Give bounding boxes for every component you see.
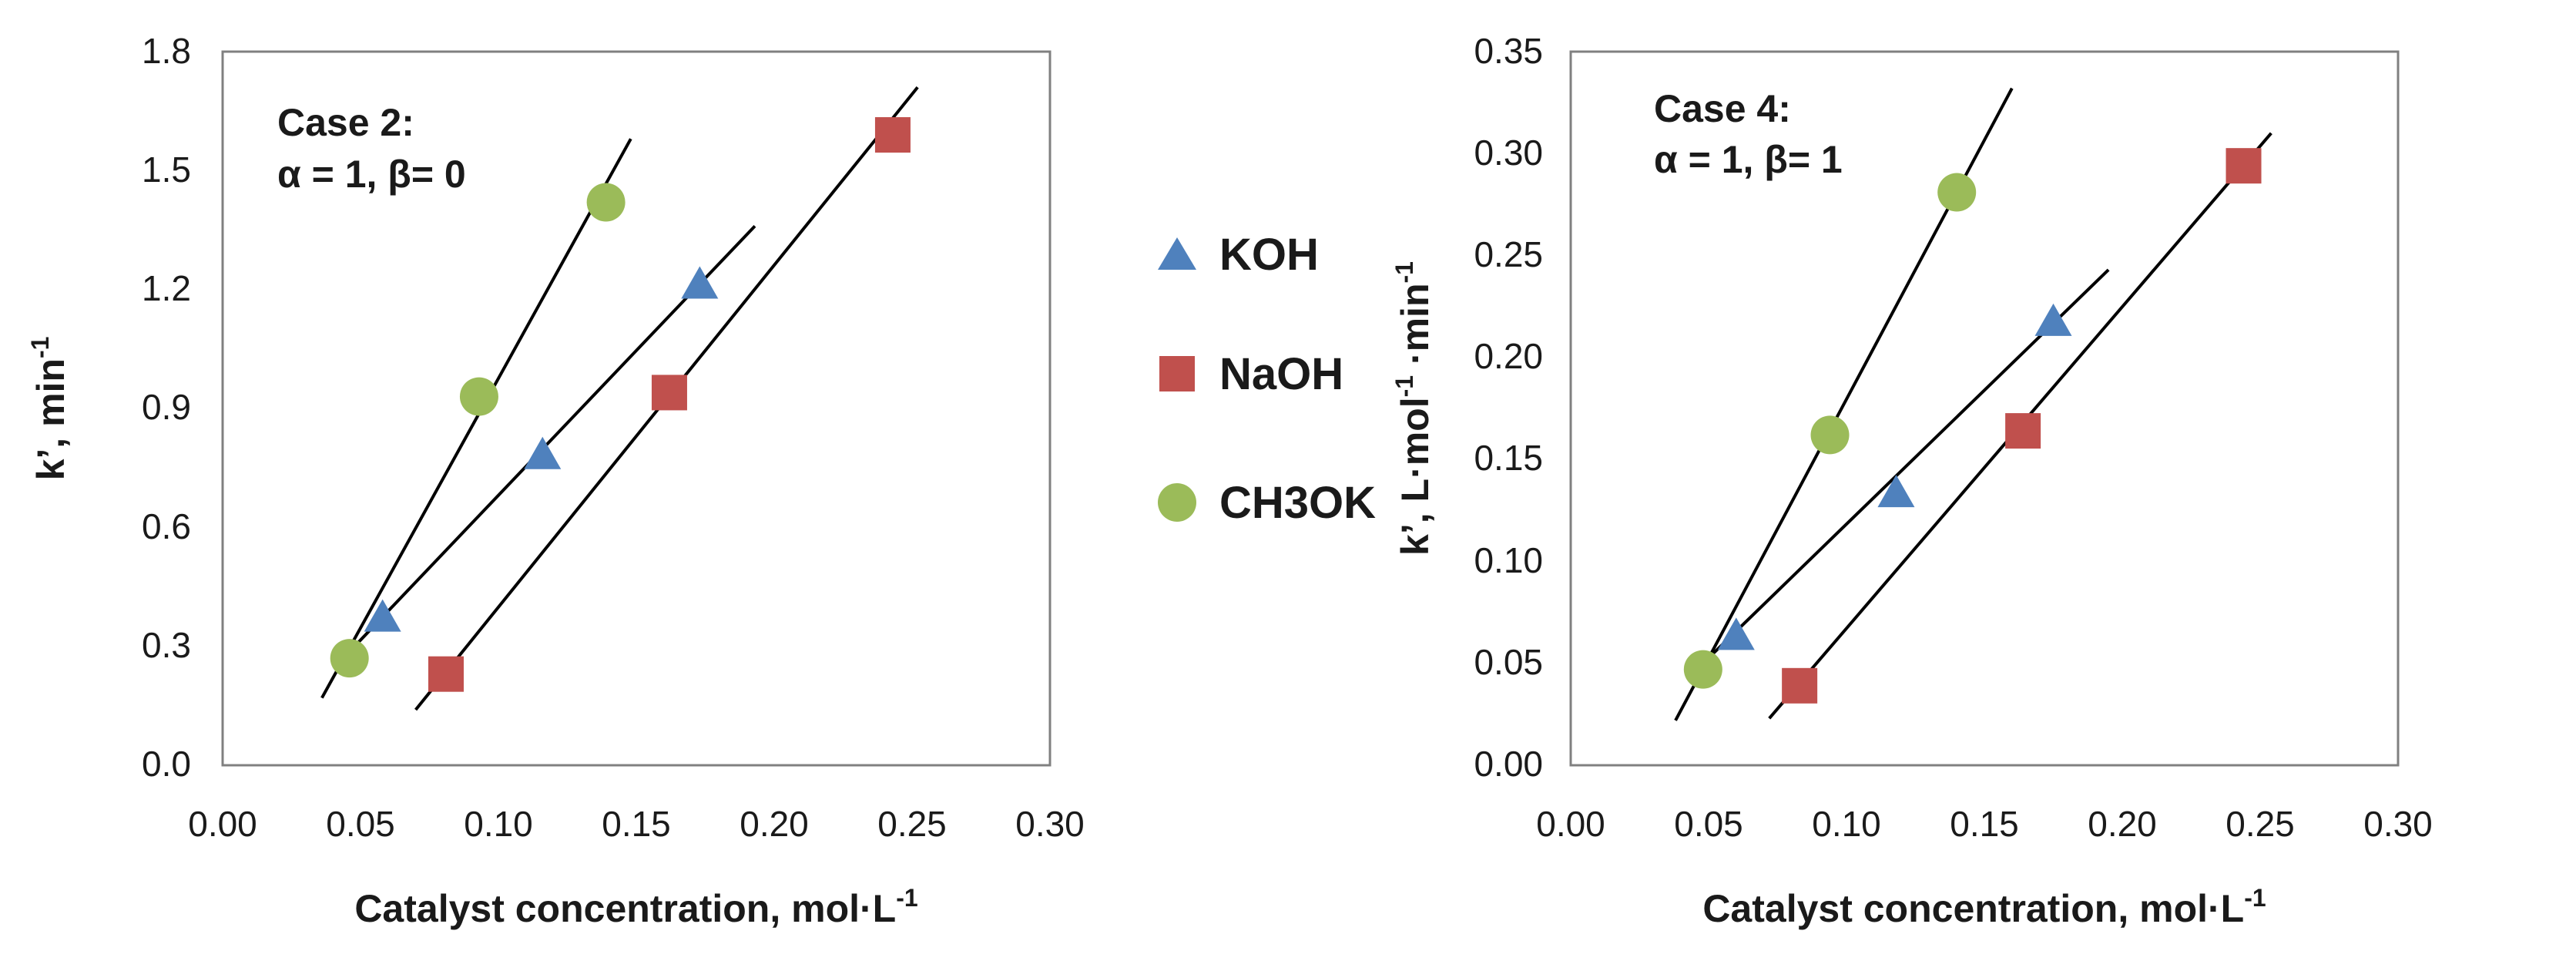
legend-label: CH3OK	[1219, 478, 1376, 528]
x-tick-label: 0.20	[740, 804, 809, 844]
legend-item-naoh: NaOH	[1159, 349, 1343, 399]
plot-frame	[1569, 50, 2400, 767]
case-label-line2: α = 1, β= 1	[1654, 138, 1843, 181]
x-tick-label: 0.15	[1950, 804, 2019, 844]
chart-case-4: 0.00 0.05 0.10 0.15 0.20 0.25 0.30 0.35 …	[1390, 31, 2433, 930]
ch3ok-point	[1937, 173, 1977, 212]
koh-point	[1877, 475, 1915, 508]
x-tick-labels: 0.00 0.05 0.10 0.15 0.20 0.25 0.30	[1536, 804, 2433, 844]
chart-case-2: 0.0 0.3 0.6 0.9 1.2 1.5 1.8 0.00 0.05 0.…	[26, 31, 1085, 930]
y-tick-label: 0.15	[1474, 438, 1543, 478]
x-tick-label: 0.20	[2088, 804, 2157, 844]
ch3ok-point	[459, 377, 498, 416]
x-tick-label: 0.00	[1536, 804, 1605, 844]
naoh-point	[428, 656, 464, 692]
y-tick-label: 1.8	[142, 31, 191, 71]
y-tick-label: 0.20	[1474, 336, 1543, 376]
y-axis-title: k’, L·mol-1 ·min-1	[1390, 261, 1437, 556]
y-tick-label: 0.10	[1474, 540, 1543, 580]
legend-circle-marker	[1158, 483, 1196, 522]
ch3ok-point	[1810, 415, 1850, 455]
plot-marks	[1674, 87, 2272, 721]
koh-point	[1717, 617, 1755, 650]
y-tick-label: 1.5	[142, 150, 191, 190]
y-tick-label: 0.0	[142, 744, 191, 784]
y-tick-labels: 0.0 0.3 0.6 0.9 1.2 1.5 1.8	[142, 31, 191, 784]
y-tick-label: 0.25	[1474, 234, 1543, 274]
naoh-point	[874, 117, 911, 153]
naoh-point	[2225, 148, 2262, 184]
x-tick-label: 0.05	[1674, 804, 1743, 844]
koh-point	[364, 599, 401, 632]
x-tick-labels: 0.00 0.05 0.10 0.15 0.20 0.25 0.30	[188, 804, 1085, 844]
ch3ok-point	[586, 183, 626, 222]
koh-point	[681, 266, 719, 299]
x-tick-label: 0.00	[188, 804, 257, 844]
y-tick-label: 0.30	[1474, 133, 1543, 173]
plot-marks	[320, 86, 919, 711]
y-tick-label: 0.9	[142, 387, 191, 427]
y-tick-label: 0.6	[142, 506, 191, 546]
x-tick-label: 0.05	[326, 804, 395, 844]
legend-item-ch3ok: CH3OK	[1158, 478, 1376, 528]
y-tick-label: 0.35	[1474, 31, 1543, 71]
x-tick-label: 0.10	[464, 804, 533, 844]
legend-triangle-marker	[1158, 237, 1196, 270]
legend-square-marker	[1159, 356, 1195, 391]
case-label-line1: Case 2:	[277, 101, 414, 144]
ch3ok-point	[1683, 650, 1722, 689]
ch3ok-point	[330, 639, 369, 678]
naoh-point	[2005, 413, 2041, 449]
plot-frame	[221, 50, 1052, 767]
case-label-line2: α = 1, β= 0	[277, 153, 466, 196]
fit-line-ch3ok	[320, 138, 632, 699]
y-tick-label: 0.05	[1474, 642, 1543, 682]
legend: KOH NaOH CH3OK	[1158, 230, 1376, 528]
x-tick-label: 0.25	[877, 804, 947, 844]
koh-point	[524, 436, 562, 469]
naoh-point	[1782, 667, 1818, 704]
y-tick-labels: 0.00 0.05 0.10 0.15 0.20 0.25 0.30 0.35	[1474, 31, 1543, 784]
x-tick-label: 0.25	[2225, 804, 2295, 844]
y-tick-label: 0.3	[142, 625, 191, 665]
legend-label: KOH	[1219, 230, 1319, 280]
x-tick-label: 0.10	[1812, 804, 1881, 844]
legend-item-koh: KOH	[1158, 230, 1319, 280]
case-label-line1: Case 4:	[1654, 87, 1791, 130]
x-axis-title: Catalyst concentration, mol·L-1	[1702, 884, 2266, 930]
x-axis-title: Catalyst concentration, mol·L-1	[354, 884, 917, 930]
y-tick-label: 1.2	[142, 268, 191, 308]
x-tick-label: 0.30	[1015, 804, 1085, 844]
y-tick-label: 0.00	[1474, 744, 1543, 784]
x-tick-label: 0.30	[2363, 804, 2433, 844]
y-axis-title: k’, min-1	[26, 337, 72, 481]
naoh-point	[651, 375, 687, 411]
legend-label: NaOH	[1219, 349, 1343, 399]
x-tick-label: 0.15	[602, 804, 671, 844]
koh-point	[2034, 303, 2072, 336]
